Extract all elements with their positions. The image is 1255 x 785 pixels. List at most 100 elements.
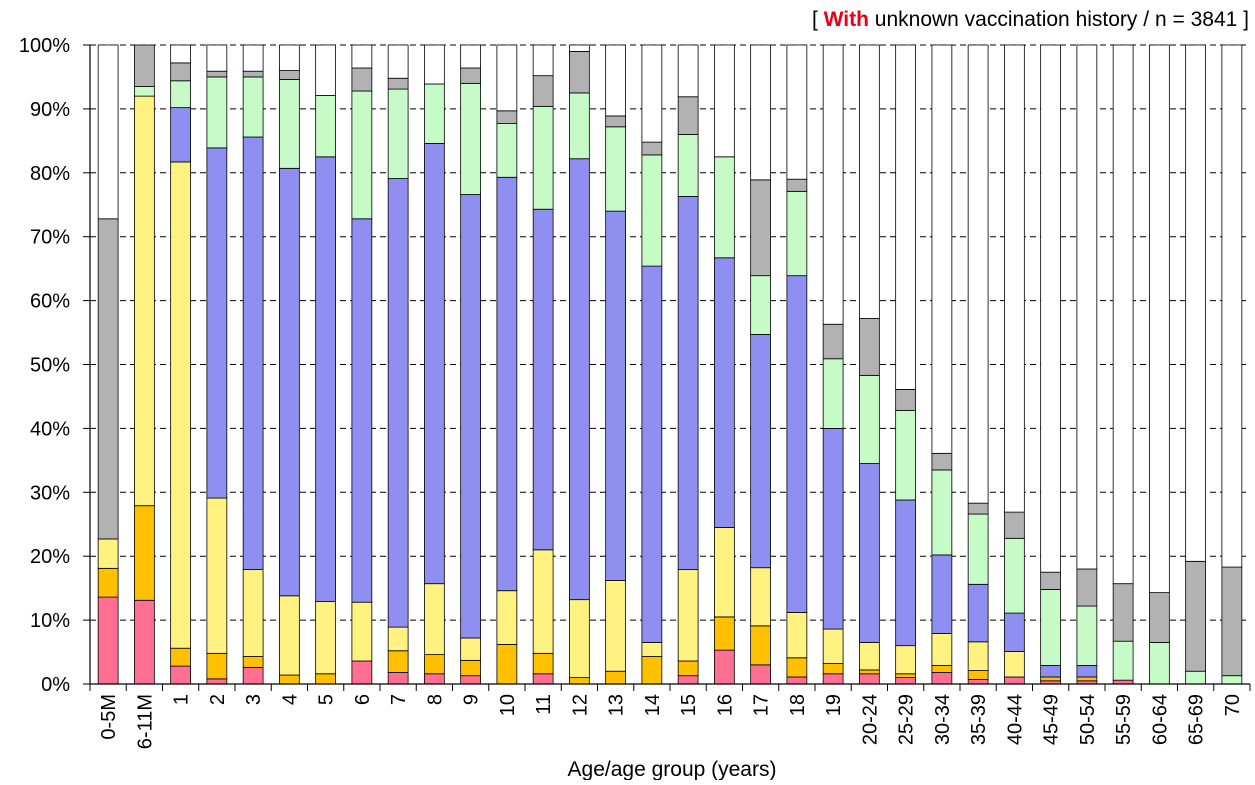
bar-segment-5-s3 — [315, 156, 336, 602]
bar-segment-3-s1 — [242, 656, 264, 668]
bar-segment-14-s3 — [641, 265, 663, 643]
bar-segment-16-s3 — [714, 257, 735, 528]
bar-segment-12-s3 — [569, 158, 590, 601]
bar-segment-2-s2 — [206, 497, 228, 654]
bar-segment-65-69-s4 — [1185, 670, 1206, 685]
x-tick-label-6: 6 — [352, 694, 374, 705]
bar-segment-9-s6 — [460, 44, 481, 69]
bar-segment-10-s6 — [496, 44, 518, 112]
bar-segment-15-s5 — [677, 96, 699, 135]
x-tick-label-20-24: 20-24 — [859, 694, 881, 745]
bar-segment-30-34-s2 — [931, 633, 953, 666]
x-tick-label-3: 3 — [243, 694, 265, 705]
bar-segment-6-11M-s5 — [134, 44, 155, 87]
bar-segment-3-s4 — [242, 76, 264, 138]
bar-segment-17-s2 — [750, 567, 771, 627]
bar-segment-3-s5 — [242, 70, 264, 78]
x-tick-label-1: 1 — [171, 694, 193, 705]
bar-segment-40-44-s0 — [1004, 676, 1025, 685]
bar-segment-40-44-s4 — [1004, 537, 1025, 614]
y-tick-label-20: 20% — [30, 546, 70, 568]
x-tick-label-35-39: 35-39 — [968, 694, 990, 745]
bar-segment-30-34-s1 — [931, 665, 953, 673]
x-tick-label-17: 17 — [751, 694, 773, 716]
subtitle-close-bracket: ] — [1243, 8, 1249, 31]
bar-segment-16-s0 — [714, 649, 735, 685]
x-tick-label-2: 2 — [207, 694, 229, 705]
bar-segment-5-s2 — [315, 601, 336, 675]
bar-segment-14-s6 — [641, 44, 663, 143]
bar-segment-15-s1 — [677, 660, 699, 677]
x-tick-label-0-5M: 0-5M — [98, 694, 120, 740]
bar-segment-60-64-s5 — [1149, 592, 1170, 643]
bar-segment-35-39-s4 — [967, 513, 989, 585]
bar-segment-9-s2 — [460, 637, 481, 661]
bar-segment-9-s5 — [460, 67, 481, 84]
bar-segment-11-s1 — [532, 652, 554, 675]
bar-segment-19-s3 — [822, 427, 844, 630]
bar-segment-13-s6 — [605, 44, 626, 117]
bar-segment-17-s6 — [750, 44, 771, 181]
bar-segment-13-s4 — [605, 126, 626, 212]
bar-segment-12-s1 — [569, 677, 590, 685]
bar-segment-3-s3 — [242, 136, 264, 571]
bar-segment-1-s0 — [170, 665, 191, 685]
bar-segment-7-s4 — [387, 88, 409, 179]
bar-segment-6-s4 — [351, 90, 373, 220]
bar-segment-19-s2 — [822, 628, 844, 664]
bar-segment-16-s1 — [714, 616, 735, 651]
bar-segment-7-s1 — [387, 650, 409, 673]
bar-segment-6-11M-s4 — [134, 86, 155, 97]
bar-segment-20-24-s6 — [859, 44, 880, 319]
bar-segment-8-s3 — [424, 143, 445, 585]
bar-segment-12-s2 — [569, 599, 590, 679]
bar-segment-18-s1 — [786, 657, 808, 678]
bar-segment-4-s5 — [279, 70, 300, 80]
x-tick-label-10: 10 — [497, 694, 519, 716]
bar-segment-0-5M-s1 — [97, 567, 119, 598]
bar-segment-6-s0 — [351, 660, 373, 685]
bar-segment-1-s1 — [170, 647, 191, 667]
bar-segment-4-s3 — [279, 167, 300, 597]
bar-segment-1-s6 — [170, 44, 191, 64]
bar-segment-19-s0 — [822, 673, 844, 685]
bar-segment-8-s0 — [424, 673, 445, 685]
grid-lines — [90, 44, 1250, 621]
x-tick-label-13: 13 — [606, 694, 628, 716]
bar-segment-7-s2 — [387, 626, 409, 652]
bar-segment-11-s4 — [532, 105, 554, 210]
bar-segment-4-s1 — [279, 674, 300, 685]
bar-segment-14-s1 — [641, 656, 663, 685]
bar-segment-18-s0 — [786, 676, 808, 685]
bar-segment-20-24-s4 — [859, 374, 880, 464]
bar-segment-17-s3 — [750, 334, 771, 569]
bar-segment-7-s0 — [387, 672, 409, 685]
x-tick-label-5: 5 — [316, 694, 338, 705]
bar-segment-18-s3 — [786, 275, 808, 613]
bar-segment-30-34-s4 — [931, 469, 953, 556]
bar-segment-4-s4 — [279, 79, 300, 169]
bar-segment-17-s5 — [750, 179, 771, 277]
bar-segment-18-s6 — [786, 44, 808, 180]
x-tick-label-19: 19 — [823, 694, 845, 716]
bar-segment-20-24-s0 — [859, 673, 880, 685]
bar-segment-40-44-s6 — [1004, 44, 1025, 513]
bar-segment-6-11M-s1 — [134, 505, 155, 601]
bar-segment-10-s1 — [496, 643, 518, 685]
subtitle-separator: / — [1143, 8, 1150, 31]
bar-segment-1-s3 — [170, 107, 191, 163]
bar-segment-25-29-s3 — [895, 499, 916, 647]
bar-segment-4-s6 — [279, 44, 300, 71]
bar-segment-15-s2 — [677, 569, 699, 662]
chart-subtitle: [ With unknown vaccination history / n =… — [812, 8, 1249, 32]
bar-segment-6-11M-s2 — [134, 95, 155, 507]
x-tick-label-6-11M: 6-11M — [134, 694, 156, 749]
bar-segment-19-s1 — [822, 663, 844, 675]
bar-segment-65-69-s5 — [1185, 560, 1206, 672]
bar-segment-20-24-s5 — [859, 318, 880, 376]
bar-segment-12-s6 — [569, 44, 590, 52]
bar-segment-3-s6 — [242, 44, 264, 72]
bar-segment-50-54-s1 — [1076, 676, 1098, 682]
bar-segment-0-5M-s2 — [97, 538, 119, 569]
